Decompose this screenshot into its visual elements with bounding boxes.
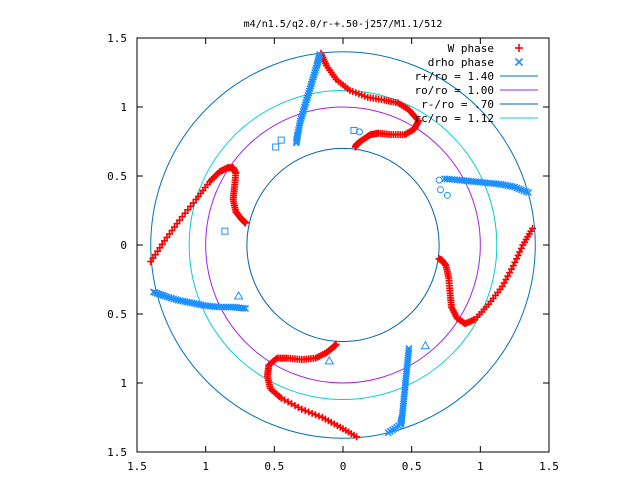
cross-b [517,186,526,194]
y-tick-label: 0.5 [107,308,127,321]
drho-phase-point [524,188,532,197]
axis-ticks: 1.5 1 0.5 0 0.5 1 1.51.510.500.511.5 [107,32,559,473]
reference-circle-1 [205,106,481,384]
legend-label: ro/ro = 1.00 [415,84,494,97]
w-phase-point [305,408,313,416]
cross-b [296,119,304,127]
cross-b [239,304,247,312]
drho-phase-point [315,52,323,60]
triangle-marker [420,340,431,350]
cross-b [295,121,304,129]
drho-phase-point [241,304,250,313]
cross-b [315,52,323,60]
w-phase-point [435,255,443,263]
y-tick-label: 1.5 [107,32,127,45]
square-marker [277,136,285,144]
square-marker [272,143,280,151]
triangle-marker [324,355,335,365]
cross-b [384,429,392,437]
legend-label: r+/ro = 1.40 [415,70,494,83]
y-tick-label: 0 [120,239,127,252]
w-phase-point [241,219,249,227]
legend-label: drho phase [428,56,494,69]
cross-b [515,185,523,193]
reference-circles [150,51,536,439]
cross-b [520,187,528,195]
legend-label: W phase [448,42,494,55]
circle-marker [435,176,443,184]
legend-cross-b [514,57,524,67]
legend-label: rc/ro = 1.12 [415,112,494,125]
w-phase-point [512,255,520,263]
cross-b [295,126,303,134]
w-phase-point [332,340,340,348]
cross-b [316,50,324,59]
cross-b [159,291,167,299]
cross-b [149,288,158,296]
w-phase-point [511,258,519,266]
x-tick-label: 0 [340,460,347,473]
w-phase-point [315,412,323,420]
y-tick-label: 0.5 [107,170,127,183]
x-tick-label: 0.5 [402,460,422,473]
reference-circle-3 [188,89,498,401]
w-phase-point [301,407,309,415]
x-tick-label: 1.5 [539,460,559,473]
x-tick-label: 0.5 [264,460,284,473]
cross-b [522,188,530,196]
x-tick-label: 1.5 [127,460,147,473]
cross-b [151,289,159,297]
cross-b [157,291,165,299]
y-tick-label: 1 [120,377,127,390]
circle-marker [355,128,363,136]
w-phase-point [514,251,522,259]
w-phase-point [318,414,326,421]
reference-circle-0 [150,51,536,439]
w-phase-point [272,355,280,363]
w-phase-point [312,411,320,419]
triangle-marker [233,291,244,300]
cross-b [295,124,303,132]
circle-marker [443,191,451,199]
cross-b [513,184,521,192]
w-phase-point [516,248,524,256]
w-phase-point [351,143,359,151]
y-tick-label: 1.5 [107,446,127,459]
cross-b [155,290,163,298]
reference-circle-2 [246,147,440,343]
drho-phase-point [239,304,247,312]
drho-phase-point [316,50,324,59]
y-tick-label: 1 [120,101,127,114]
x-tick-label: 1 [202,460,209,473]
chart-title: m4/n1.5/q2.0/r-+.50-j257/M1.1/512 [244,19,443,30]
w-phase-point [517,244,525,252]
legend-label: r-/ro = .70 [421,98,494,111]
cross-b [294,131,302,139]
square-marker [221,227,229,235]
cross-b [511,183,519,191]
phase-markers [147,49,537,441]
circle-marker [437,186,445,194]
cross-b [294,128,302,136]
drho-phase-point [159,291,167,299]
w-phase-point [308,409,316,417]
cross-b [524,188,532,197]
cross-b [241,304,250,313]
drho-phase-point [384,429,392,437]
x-tick-label: 1 [477,460,484,473]
cross-b [153,289,161,297]
